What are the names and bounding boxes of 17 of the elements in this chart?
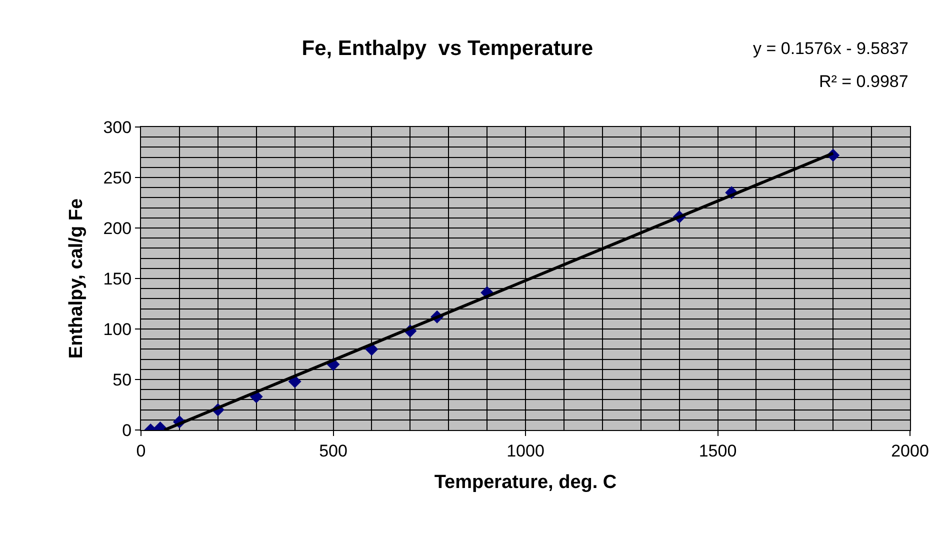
y-tick-label: 300: [103, 118, 132, 137]
y-tick-label: 100: [103, 320, 132, 339]
x-tick-label: 500: [319, 441, 348, 460]
x-tick-label: 0: [136, 441, 146, 460]
chart-title: Fe, Enthalpy vs Temperature: [302, 36, 594, 60]
x-tick-label: 2000: [891, 441, 929, 460]
x-tick-label: 1500: [698, 441, 737, 460]
text: R² = 0.9987: [819, 72, 908, 91]
y-tick-label: 50: [112, 370, 132, 390]
y-tick-label: 250: [103, 168, 132, 188]
y-tick-label: 150: [103, 269, 132, 288]
x-tick-label: 1000: [506, 441, 544, 460]
y-tick-label: 200: [103, 218, 132, 238]
y-tick-label: 0: [122, 420, 132, 440]
text: y = 0.1576x - 9.5837: [753, 39, 908, 58]
x-axis-title: Temperature, deg. C: [434, 472, 617, 494]
y-axis-title: Enthalpy, cal/g Fe: [66, 198, 88, 359]
